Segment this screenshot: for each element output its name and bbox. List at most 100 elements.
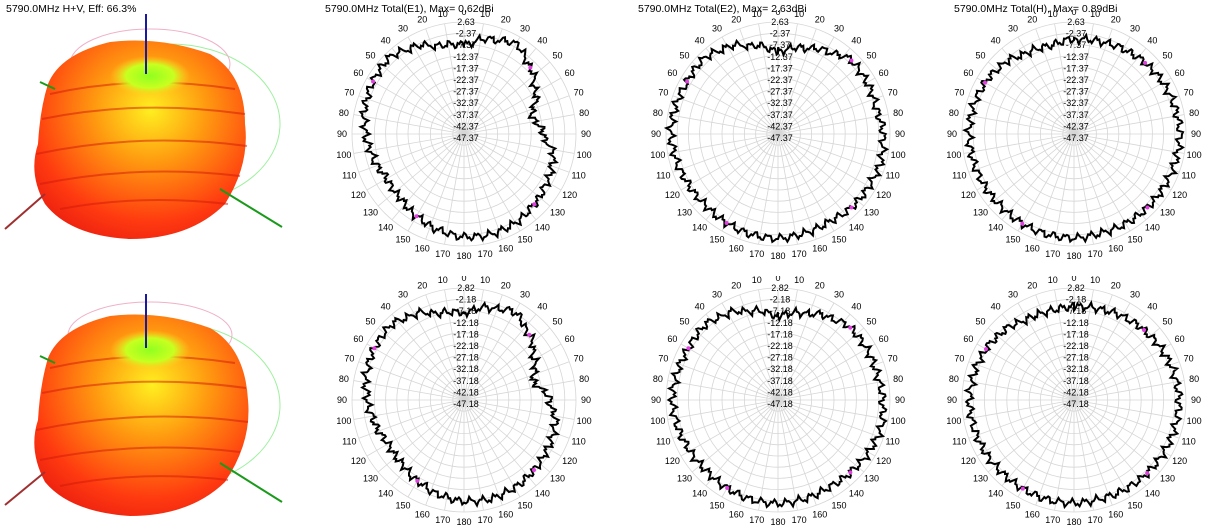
angle-tick-label: 10 xyxy=(1090,10,1100,19)
ring-value-label: -42.18 xyxy=(1063,387,1089,397)
angle-tick-label: 40 xyxy=(695,302,705,312)
grid-spoke xyxy=(705,47,779,135)
ring-value-label: -12.37 xyxy=(453,52,479,62)
polar-chart-e1-row2: 0 102030405060708090100110120130140150160… xyxy=(336,276,592,527)
angle-tick-label: 10 xyxy=(1048,10,1058,19)
grid-spoke xyxy=(777,133,798,245)
angle-tick-label: 130 xyxy=(1160,207,1175,217)
ring-value-label: -42.37 xyxy=(1063,121,1089,131)
ring-value-label: -17.37 xyxy=(1063,63,1089,73)
grid-spoke xyxy=(680,77,779,135)
ring-value-label: -32.18 xyxy=(767,364,793,374)
angle-tick-label: 30 xyxy=(398,23,408,33)
angle-tick-label: 40 xyxy=(537,302,547,312)
data-point xyxy=(371,79,376,84)
grid-spoke xyxy=(463,327,551,401)
grid-spoke xyxy=(680,399,779,457)
angle-tick-label: 180 xyxy=(770,251,785,261)
angle-tick-label: 100 xyxy=(577,416,592,426)
angle-tick-label: 140 xyxy=(1145,222,1160,232)
ring-value-label: -12.37 xyxy=(1063,52,1089,62)
angle-tick-label: 140 xyxy=(1145,488,1160,498)
grid-spoke xyxy=(1073,133,1161,207)
angle-tick-label: 40 xyxy=(991,302,1001,312)
data-point xyxy=(372,346,377,351)
grid-spoke xyxy=(444,399,465,511)
angle-tick-label: 60 xyxy=(963,334,973,344)
ring-value-label: -27.18 xyxy=(453,353,479,363)
angle-tick-label: 30 xyxy=(1008,289,1018,299)
angle-tick-label: 100 xyxy=(891,150,906,160)
angle-tick-label: 60 xyxy=(879,334,889,344)
angle-tick-label: 130 xyxy=(363,473,378,483)
angle-tick-label: 70 xyxy=(954,87,964,97)
grid-spoke xyxy=(667,114,779,135)
angle-tick-label: 30 xyxy=(1008,23,1018,33)
angle-tick-label: 180 xyxy=(1066,251,1081,261)
grid-spoke xyxy=(425,399,465,506)
angle-tick-label: 110 xyxy=(571,437,585,447)
angle-tick-label: 100 xyxy=(891,416,906,426)
angle-tick-label: 90 xyxy=(895,129,905,139)
grid-spoke xyxy=(1073,302,1131,401)
grid-spoke xyxy=(1073,289,1094,401)
angle-tick-label: 170 xyxy=(1045,249,1060,259)
data-point xyxy=(1145,471,1150,476)
title-e2-row1: 5790.0MHz Total(E2), Max= 2.63dBi xyxy=(638,3,807,15)
angle-tick-label: 160 xyxy=(498,510,513,520)
ring-value-label: -2.37 xyxy=(1066,29,1087,39)
grid-spoke xyxy=(377,327,465,401)
angle-tick-label: 50 xyxy=(680,317,690,327)
grid-spoke xyxy=(1017,133,1075,232)
angle-tick-label: 10 xyxy=(438,10,448,19)
grid-spoke xyxy=(463,313,537,401)
ring-value-label: -27.37 xyxy=(1063,87,1089,97)
polar-chart-e2-row2: 0 102030405060708090100110120130140150160… xyxy=(650,276,906,527)
angle-tick-label: 170 xyxy=(478,249,493,259)
grid-spoke xyxy=(444,133,465,245)
pattern-trace xyxy=(663,38,890,244)
angle-tick-label: 50 xyxy=(366,317,376,327)
grid-spoke xyxy=(1073,399,1147,487)
angle-tick-label: 40 xyxy=(1147,36,1157,46)
ring-value-label: -47.18 xyxy=(453,399,479,409)
data-point xyxy=(1143,60,1148,65)
angle-tick-label: 70 xyxy=(954,353,964,363)
angle-tick-label: 120 xyxy=(876,190,891,200)
grid-spoke xyxy=(463,302,521,401)
angle-tick-label: 80 xyxy=(653,108,663,118)
grid-spoke xyxy=(1073,399,1161,473)
angle-tick-label: 90 xyxy=(581,395,591,405)
angle-tick-label: 120 xyxy=(351,456,366,466)
angle-tick-label: 20 xyxy=(731,280,741,290)
grid-spoke xyxy=(777,361,884,401)
ring-value-label: -2.18 xyxy=(456,295,477,305)
angle-tick-label: 70 xyxy=(1184,87,1194,97)
ring-value-label: -37.18 xyxy=(453,376,479,386)
grid-spoke xyxy=(1073,28,1113,135)
polar-chart-h-row1: 0 102030405060708090100110120130140150160… xyxy=(946,10,1201,261)
angle-tick-label: 150 xyxy=(517,501,532,511)
grid-spoke xyxy=(667,399,779,420)
grid-spoke xyxy=(672,399,779,439)
grid-spoke xyxy=(777,95,884,135)
grid-spoke xyxy=(1073,61,1161,135)
angle-tick-label: 50 xyxy=(552,317,562,327)
grid-spoke xyxy=(353,380,465,401)
grid-spoke xyxy=(968,399,1075,439)
grid-spoke xyxy=(463,399,575,420)
angle-tick-label: 10 xyxy=(794,276,804,285)
ring-value-label: -47.37 xyxy=(453,133,479,143)
angle-tick-label: 120 xyxy=(1172,456,1187,466)
ring-value-label: -37.18 xyxy=(767,376,793,386)
ring-value-label: -2.18 xyxy=(770,295,791,305)
grid-spoke xyxy=(1035,133,1075,240)
grid-spoke xyxy=(463,399,503,506)
angle-tick-label: 120 xyxy=(665,190,680,200)
grid-spoke xyxy=(963,380,1075,401)
ring-value-label: -7.37 xyxy=(1066,40,1087,50)
angle-tick-label: 120 xyxy=(351,190,366,200)
angle-tick-label: 40 xyxy=(851,302,861,312)
grid-spoke xyxy=(1073,133,1094,245)
angle-tick-label: 40 xyxy=(381,302,391,312)
